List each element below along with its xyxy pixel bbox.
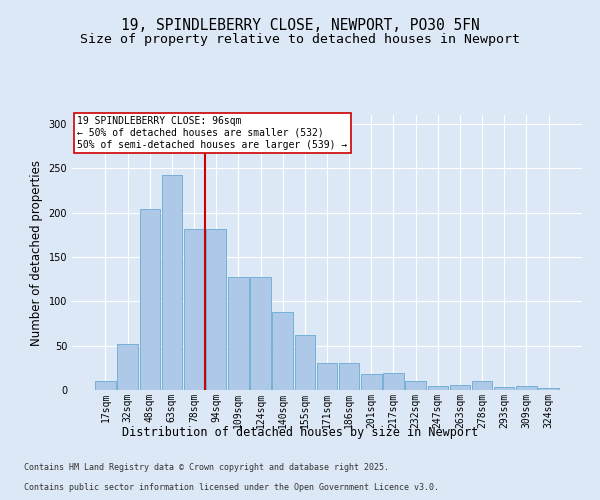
Bar (472, 381, 493, 390)
Bar (161, 176, 182, 390)
Text: 19, SPINDLEBERRY CLOSE, NEWPORT, PO30 5FN: 19, SPINDLEBERRY CLOSE, NEWPORT, PO30 5F… (121, 18, 479, 32)
Bar (406, 381, 426, 390)
Bar (361, 374, 382, 390)
Bar (228, 278, 248, 390)
Text: 19 SPINDLEBERRY CLOSE: 96sqm
← 50% of detached houses are smaller (532)
50% of s: 19 SPINDLEBERRY CLOSE: 96sqm ← 50% of de… (77, 116, 347, 150)
Bar (516, 386, 536, 390)
Bar (295, 335, 315, 390)
Bar (118, 344, 138, 390)
Bar (538, 388, 559, 390)
Bar (95, 381, 116, 390)
Bar (184, 230, 204, 390)
Bar (494, 388, 514, 390)
Bar (317, 362, 337, 390)
Bar (140, 209, 160, 390)
Bar (206, 230, 226, 390)
Y-axis label: Number of detached properties: Number of detached properties (30, 160, 43, 346)
Bar (450, 384, 470, 390)
Text: Distribution of detached houses by size in Newport: Distribution of detached houses by size … (122, 426, 478, 439)
Bar (339, 362, 359, 390)
Bar (383, 373, 404, 390)
Bar (272, 312, 293, 390)
Text: Size of property relative to detached houses in Newport: Size of property relative to detached ho… (80, 32, 520, 46)
Text: Contains public sector information licensed under the Open Government Licence v3: Contains public sector information licen… (24, 484, 439, 492)
Text: Contains HM Land Registry data © Crown copyright and database right 2025.: Contains HM Land Registry data © Crown c… (24, 464, 389, 472)
Bar (428, 386, 448, 390)
Bar (250, 278, 271, 390)
